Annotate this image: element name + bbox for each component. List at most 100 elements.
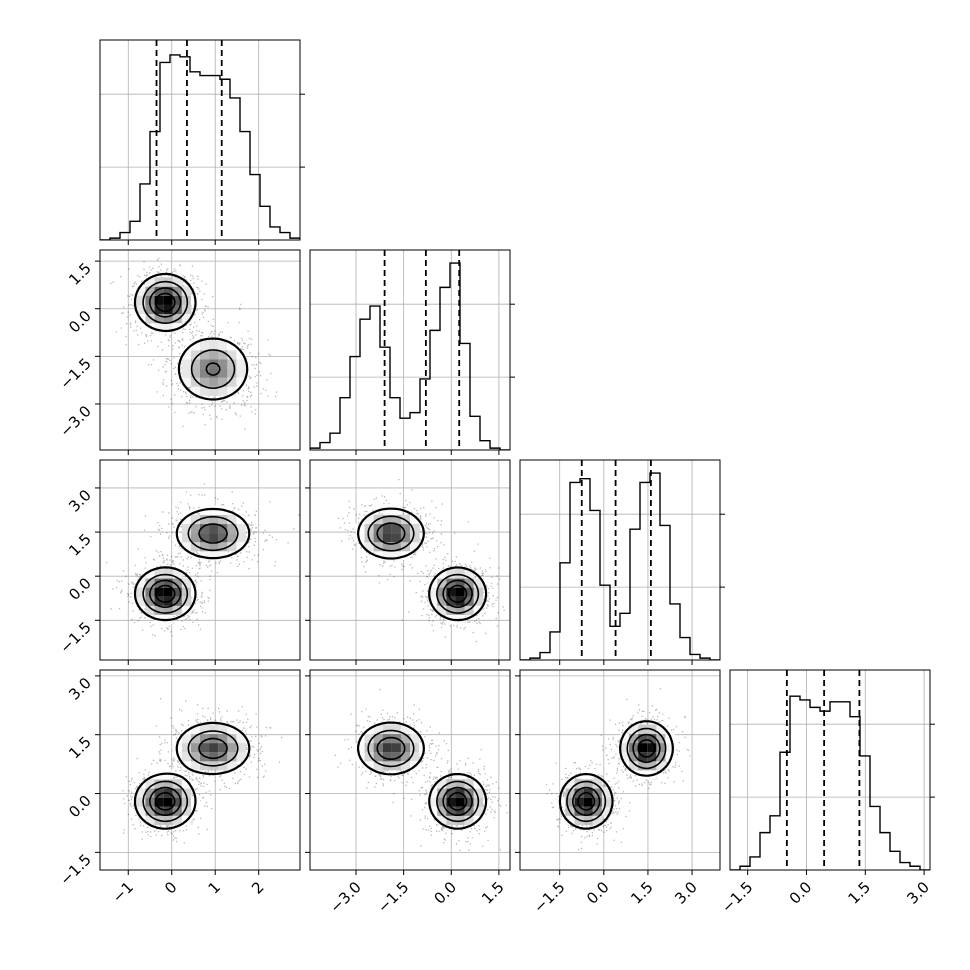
density-cell <box>172 815 183 825</box>
density-cell <box>364 733 375 744</box>
x-tick-label: −1.5 <box>374 878 412 916</box>
density-bg-cell <box>464 569 475 579</box>
density-bg-cell <box>382 541 393 552</box>
density-cell <box>209 532 219 543</box>
density-bg-cell <box>181 605 192 615</box>
density-cell <box>136 295 146 305</box>
density-bg-cell <box>200 514 210 525</box>
density-cell <box>364 751 375 762</box>
density-bg-cell <box>190 350 201 360</box>
density-bg-cell <box>136 295 146 305</box>
density-bg-cell <box>181 514 192 525</box>
density-bg-cell <box>181 760 192 771</box>
density-bg-cell <box>437 605 447 615</box>
density-cell <box>391 742 402 753</box>
density-bg-cell <box>136 587 146 597</box>
density-cell <box>391 523 402 534</box>
density-bg-cell <box>464 779 475 789</box>
density-bg-cell <box>391 505 402 515</box>
density-cell <box>190 514 201 525</box>
density-bg-cell <box>181 578 192 588</box>
density-bg-cell <box>565 779 575 789</box>
density-cell <box>400 724 411 735</box>
scatter-panel-2-1 <box>305 459 511 665</box>
density-bg-cell <box>190 541 201 552</box>
density-cell <box>236 368 246 378</box>
density-bg-cell <box>227 541 237 552</box>
density-bg-cell <box>629 751 639 762</box>
density-bg-cell <box>190 359 201 369</box>
density-cell <box>209 377 219 387</box>
density-cell <box>145 806 155 816</box>
density-bg-cell <box>209 377 219 387</box>
density-cell <box>145 605 155 615</box>
density-cell <box>181 523 192 534</box>
density-bg-cell <box>400 724 411 735</box>
density-bg-cell <box>236 377 246 387</box>
density-bg-cell <box>656 733 666 744</box>
density-bg-cell <box>382 505 393 515</box>
density-bg-cell <box>355 523 365 534</box>
density-bg-cell <box>200 386 210 396</box>
density-cell <box>163 322 174 333</box>
density-cell <box>209 550 219 561</box>
density-bg-cell <box>227 751 237 762</box>
density-cell <box>218 350 228 360</box>
density-cell <box>200 377 210 387</box>
density-bg-cell <box>200 377 210 387</box>
density-bg-cell <box>382 514 393 525</box>
density-bg-cell <box>656 760 666 771</box>
density-cell <box>163 304 174 315</box>
density-bg-cell <box>181 751 192 762</box>
density-bg-cell <box>200 359 210 369</box>
density-cell <box>136 587 146 597</box>
density-cell <box>154 295 165 305</box>
density-cell <box>136 286 146 296</box>
density-cell <box>200 523 210 534</box>
density-bg-cell <box>373 724 384 735</box>
density-cell <box>382 751 393 762</box>
density-bg-cell <box>172 578 183 588</box>
scatter-panel-2-0: −1.5 0.0 1.5 3.0 <box>56 459 301 665</box>
density-cell <box>592 779 603 789</box>
panel-content <box>310 670 510 870</box>
density-bg-cell <box>400 532 411 543</box>
contour-line <box>566 727 667 823</box>
density-cell <box>154 779 165 789</box>
density-cell <box>209 523 219 534</box>
density-cell <box>236 532 246 543</box>
density-bg-cell <box>620 742 630 753</box>
density-bg-cell <box>181 733 192 744</box>
density-cell <box>172 277 183 287</box>
density-cell <box>391 514 402 525</box>
density-cell <box>647 742 657 753</box>
density-bg-cell <box>236 532 246 543</box>
density-bg-cell <box>382 724 393 735</box>
density-bg-cell <box>190 751 201 762</box>
density-bg-cell <box>190 760 201 771</box>
density-bg-cell <box>629 733 639 744</box>
scatter-panel-3-2: −1.5 0.0 1.5 3.0 <box>515 669 721 917</box>
density-cell <box>410 751 420 762</box>
density-bg-cell <box>656 751 666 762</box>
density-cell <box>464 587 475 597</box>
density-cell <box>574 797 585 807</box>
x-tick-label: −1.5 <box>718 878 756 916</box>
contour-line <box>367 729 480 823</box>
density-cell <box>382 541 393 552</box>
contour-line <box>154 292 176 313</box>
density-cell <box>190 733 201 744</box>
panel-frame <box>309 669 511 871</box>
density-bg-cell <box>200 733 210 744</box>
density-bg-cell <box>218 359 228 369</box>
panel-frame <box>99 459 301 661</box>
density-bg-cell <box>190 514 201 525</box>
density-bg-cell <box>190 733 201 744</box>
density-bg-cell <box>437 569 447 579</box>
density-cell <box>181 377 192 387</box>
panel-content <box>100 40 300 240</box>
density-cell <box>209 386 219 396</box>
density-cell <box>154 587 165 597</box>
density-cell <box>181 359 192 369</box>
density-bg-cell <box>565 797 575 807</box>
